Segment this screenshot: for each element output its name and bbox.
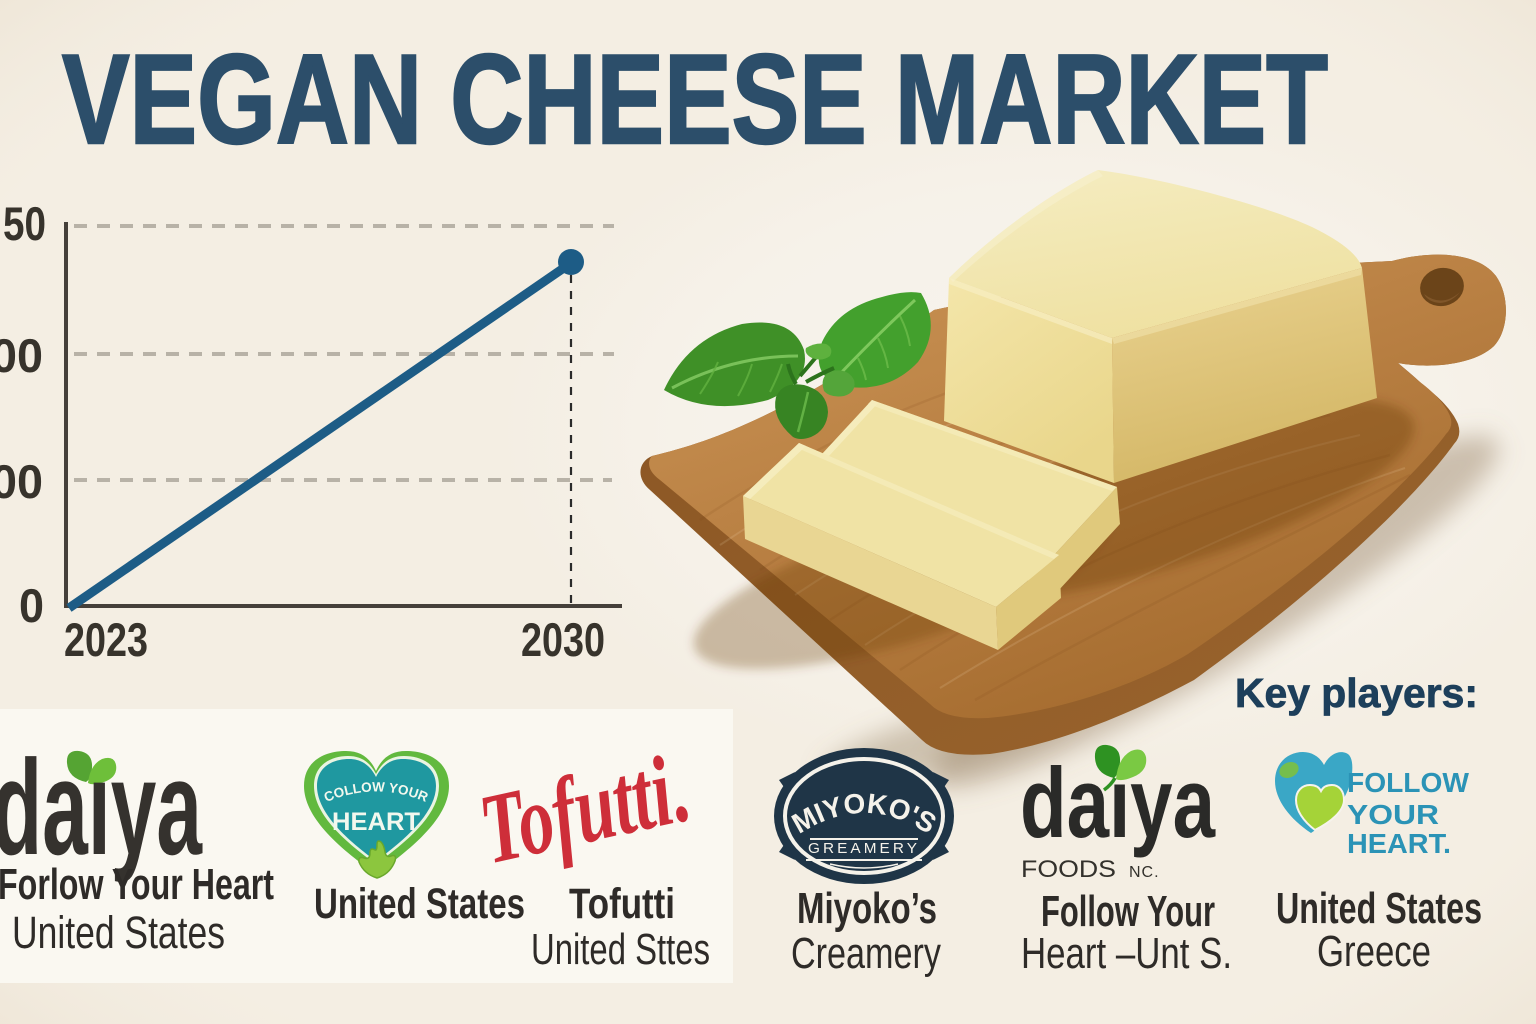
svg-text:YOUR: YOUR (1347, 799, 1439, 830)
svg-text:Miyoko’s: Miyoko’s (797, 884, 937, 933)
svg-text:NC.: NC. (1129, 864, 1160, 881)
svg-text:00: 00 (0, 329, 43, 382)
svg-text:0: 0 (19, 579, 44, 632)
svg-text:FOODS: FOODS (1021, 856, 1116, 883)
svg-text:GREAMERY: GREAMERY (808, 840, 920, 857)
svg-text:Forlow Your Heart: Forlow Your Heart (0, 860, 274, 909)
svg-text:FOLLOW: FOLLOW (1347, 767, 1470, 798)
svg-text:Key players:: Key players: (1235, 670, 1478, 716)
svg-text:50: 50 (3, 197, 46, 250)
svg-text:2030: 2030 (521, 613, 605, 666)
svg-text:Follow Your: Follow Your (1041, 887, 1215, 936)
svg-text:2023: 2023 (64, 613, 148, 666)
svg-text:Tofutti: Tofutti (569, 880, 675, 928)
svg-text:Heart –Unt S.: Heart –Unt S. (1021, 929, 1232, 978)
svg-text:00: 00 (0, 455, 43, 508)
svg-text:United States: United States (1276, 884, 1482, 933)
svg-text:daıya: daıya (0, 732, 203, 883)
svg-text:Creamery: Creamery (791, 929, 941, 978)
svg-text:daıya: daıya (1020, 747, 1216, 858)
svg-text:United States: United States (12, 907, 225, 958)
svg-text:United Sttes: United Sttes (531, 925, 710, 974)
svg-text:VEGAN CHEESE MARKET: VEGAN CHEESE MARKET (62, 28, 1328, 170)
svg-text:HEART.: HEART. (1347, 828, 1451, 859)
svg-text:HEART: HEART (332, 808, 420, 836)
svg-text:Greece: Greece (1317, 927, 1431, 976)
svg-text:United States: United States (314, 880, 525, 928)
